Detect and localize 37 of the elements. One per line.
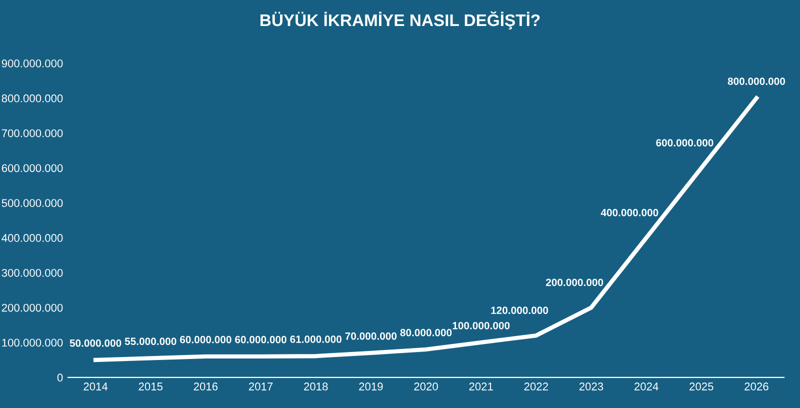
y-tick-label: 800.000.000 [2,94,63,102]
x-tick-label: 2015 [138,382,163,390]
y-tick-label: 300.000.000 [2,268,63,277]
y-tick-label: 700.000.000 [2,129,63,138]
data-label: 80.000.000 [400,328,452,336]
x-tick-label: 2026 [744,382,768,390]
data-label: 200.000.000 [546,278,604,286]
data-label: 600.000.000 [656,139,714,146]
data-label: 50.000.000 [70,339,122,347]
data-label: 100.000.000 [452,322,510,330]
x-tick-label: 2024 [634,382,658,390]
data-label: 61.000.000 [290,336,342,343]
x-tick-label: 2023 [579,382,604,390]
y-tick-label: 600.000.000 [2,164,63,172]
x-tick-label: 2019 [359,382,383,390]
data-label: 70.000.000 [345,332,397,340]
data-label: 60.000.000 [235,336,286,344]
y-tick-label: 500.000.000 [2,199,63,207]
y-tick-label: 0 [57,374,63,382]
data-label: 400.000.000 [600,208,658,216]
y-tick-label: 200.000.000 [2,304,63,312]
x-tick-label: 2016 [194,382,218,390]
y-tick-label: 400.000.000 [2,234,63,242]
x-tick-label: 2017 [248,382,273,390]
x-tick-label: 2021 [469,382,493,390]
y-tick-label: 100.000.000 [2,338,63,347]
data-label: 60.000.000 [180,336,232,344]
data-label: 55.000.000 [124,338,176,346]
x-tick-label: 2020 [414,382,438,390]
data-label: 120.000.000 [491,306,548,314]
chart-title: BÜYÜK İKRAMİYE NASIL DEĞİŞTİ? [260,11,540,30]
y-tick-label: 900.000.000 [2,60,63,68]
x-tick-label: 2014 [84,382,108,390]
x-tick-label: 2025 [690,382,714,390]
x-tick-label: 2022 [524,382,548,390]
data-label: 800.000.000 [728,78,785,85]
x-tick-label: 2018 [304,382,328,390]
